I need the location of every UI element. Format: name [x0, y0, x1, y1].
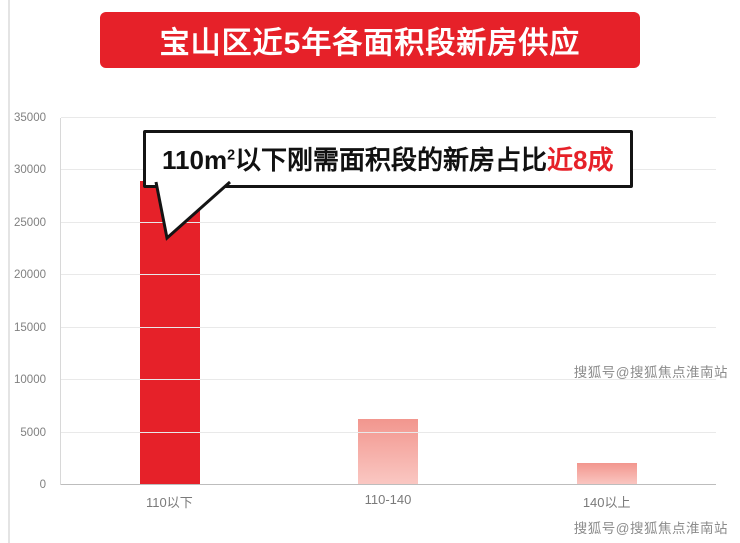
- plot-area: [60, 117, 716, 485]
- y-axis-tick-label: 10000: [14, 374, 46, 387]
- y-axis-tick-label: 35000: [14, 112, 46, 124]
- y-axis-tick-label: 5000: [20, 426, 46, 439]
- y-axis-tick-label: 0: [39, 479, 46, 491]
- chart-title: 宝山区近5年各面积段新房供应: [159, 27, 581, 60]
- x-axis-tick-label: 110以下: [145, 495, 193, 510]
- y-axis-tick-label: 20000: [14, 269, 46, 282]
- gridline: [61, 326, 716, 328]
- callout-tail: [154, 180, 231, 241]
- x-axis-tick-label: 140以上: [582, 495, 631, 510]
- bar-slot: [498, 118, 716, 485]
- gridline: [61, 274, 716, 276]
- left-edge-divider: [8, 0, 10, 543]
- annotation-callout: 110m2以下刚需面积段的新房占比近8成: [143, 130, 633, 241]
- gridline: [61, 221, 716, 223]
- gridline: [61, 484, 716, 485]
- x-axis-tick-label: 110-140: [364, 492, 412, 507]
- gridline: [61, 117, 716, 118]
- watermark-middle: 搜狐号@搜狐焦点淮南站: [573, 365, 728, 380]
- gridline: [61, 379, 716, 381]
- bar-140以上: [576, 462, 637, 485]
- y-axis-tick-label: 25000: [14, 216, 46, 229]
- y-axis-tick-label: 30000: [14, 164, 46, 177]
- watermark-bottom: 搜狐号@搜狐焦点淮南站: [573, 521, 728, 536]
- bar-slot: [279, 118, 497, 485]
- x-axis: 110以下 110-140 140以上: [60, 492, 716, 511]
- annotation-prefix: 110m: [162, 145, 228, 175]
- chart-title-banner: 宝山区近5年各面积段新房供应: [100, 12, 640, 68]
- y-axis: 0 5000 10000 15000 20000 25000 30000 35000: [0, 112, 52, 491]
- gridline: [61, 431, 716, 433]
- annotation-superscript: 2: [227, 147, 236, 164]
- y-axis-tick-label: 15000: [14, 321, 46, 334]
- annotation-highlight: 近8成: [547, 145, 614, 175]
- bar-110-140: [358, 418, 419, 485]
- annotation-body: 以下刚需面积段的新房占比: [235, 145, 548, 175]
